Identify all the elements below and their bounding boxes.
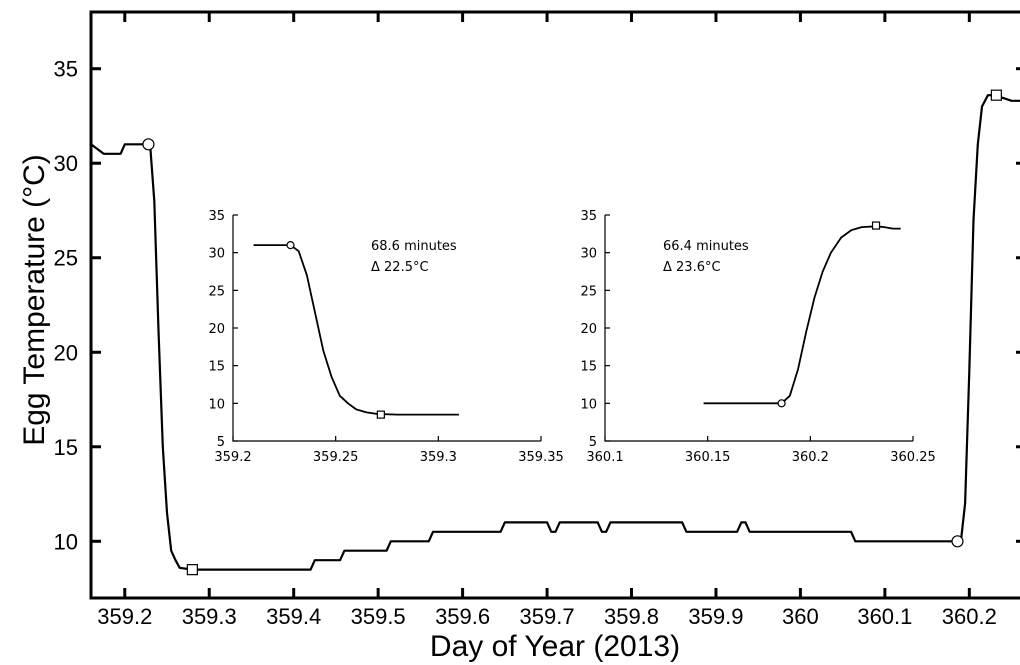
y-tick-label: 30 bbox=[208, 247, 225, 262]
x-tick-label: 359.9 bbox=[688, 604, 743, 629]
x-tick-label: 359.4 bbox=[266, 604, 321, 629]
square-marker bbox=[186, 564, 198, 576]
y-tick-label: 15 bbox=[208, 360, 225, 375]
y-tick-label: 20 bbox=[208, 322, 225, 337]
y-tick-label: 35 bbox=[208, 209, 225, 224]
x-tick-label: 359.6 bbox=[435, 604, 490, 629]
series-line bbox=[90, 94, 1020, 571]
x-tick-label: 359.3 bbox=[182, 604, 237, 629]
x-tick-label: 359.7 bbox=[520, 604, 575, 629]
y-tick-label: 20 bbox=[580, 322, 597, 337]
plot-frame bbox=[89, 10, 1020, 600]
x-tick-label: 359.3 bbox=[420, 450, 457, 465]
y-tick-label: 5 bbox=[589, 435, 597, 450]
x-tick-label: 360.2 bbox=[792, 450, 829, 465]
y-tick-label: 35 bbox=[54, 57, 78, 82]
main-plot: 359.2 359.3 359.4 359.5 359.6 359.7 359.8 359.9… bbox=[54, 10, 1020, 629]
y-tick-label: 15 bbox=[580, 360, 597, 375]
y-tick-label: 10 bbox=[580, 397, 597, 412]
y-tick-label: 25 bbox=[54, 246, 78, 271]
circle-marker bbox=[142, 138, 155, 151]
square-marker bbox=[376, 410, 385, 419]
y-axis-title: Egg Temperature (°C) bbox=[18, 154, 51, 446]
inset-plot-warming: 360.1 360.15 360.2 360.25 5 10 15 20 25 30 35 66.4 … bbox=[580, 209, 935, 465]
x-tick-label: 359.2 bbox=[97, 604, 152, 629]
circle-marker bbox=[286, 241, 295, 250]
annotation-text: Δ 22.5°C bbox=[371, 260, 429, 275]
y-tick-label: 30 bbox=[54, 151, 78, 176]
square-marker bbox=[871, 221, 881, 230]
y-tick-label: 5 bbox=[217, 435, 225, 450]
x-tick-label: 360.15 bbox=[685, 450, 731, 465]
y-tick-label: 15 bbox=[54, 435, 78, 460]
y-tick-label: 25 bbox=[208, 284, 225, 299]
circle-marker bbox=[951, 535, 964, 548]
axis-lines bbox=[604, 215, 913, 442]
x-tick-label: 359.2 bbox=[214, 450, 251, 465]
circle-marker bbox=[777, 399, 786, 408]
x-tick-label: 360.25 bbox=[890, 450, 936, 465]
inset-plot-cooling: 359.2 359.25 359.3 359.35 5 10 15 20 25 30 35 68.6 … bbox=[208, 209, 563, 465]
x-tick-label: 359.5 bbox=[351, 604, 406, 629]
series-line bbox=[253, 244, 459, 416]
x-tick-label: 359.25 bbox=[313, 450, 359, 465]
x-tick-label: 359.8 bbox=[604, 604, 659, 629]
x-tick-label: 360.2 bbox=[942, 604, 997, 629]
x-tick-label: 360.1 bbox=[857, 604, 912, 629]
annotation-text: 68.6 minutes bbox=[371, 239, 457, 254]
y-tick-label: 10 bbox=[54, 529, 78, 554]
y-tick-label: 20 bbox=[54, 340, 78, 365]
y-tick-label: 10 bbox=[208, 397, 225, 412]
square-marker bbox=[990, 89, 1002, 101]
y-tick-label: 30 bbox=[580, 247, 597, 262]
annotation-text: 66.4 minutes bbox=[663, 239, 749, 254]
series-line bbox=[703, 225, 901, 405]
y-tick-label: 25 bbox=[580, 284, 597, 299]
x-tick-label: 359.35 bbox=[518, 450, 564, 465]
x-axis-title: Day of Year (2013) bbox=[430, 630, 680, 663]
x-tick-label: 360 bbox=[782, 604, 819, 629]
annotation-text: Δ 23.6°C bbox=[663, 260, 721, 275]
y-tick-label: 35 bbox=[580, 209, 597, 224]
x-tick-label: 360.1 bbox=[586, 450, 623, 465]
